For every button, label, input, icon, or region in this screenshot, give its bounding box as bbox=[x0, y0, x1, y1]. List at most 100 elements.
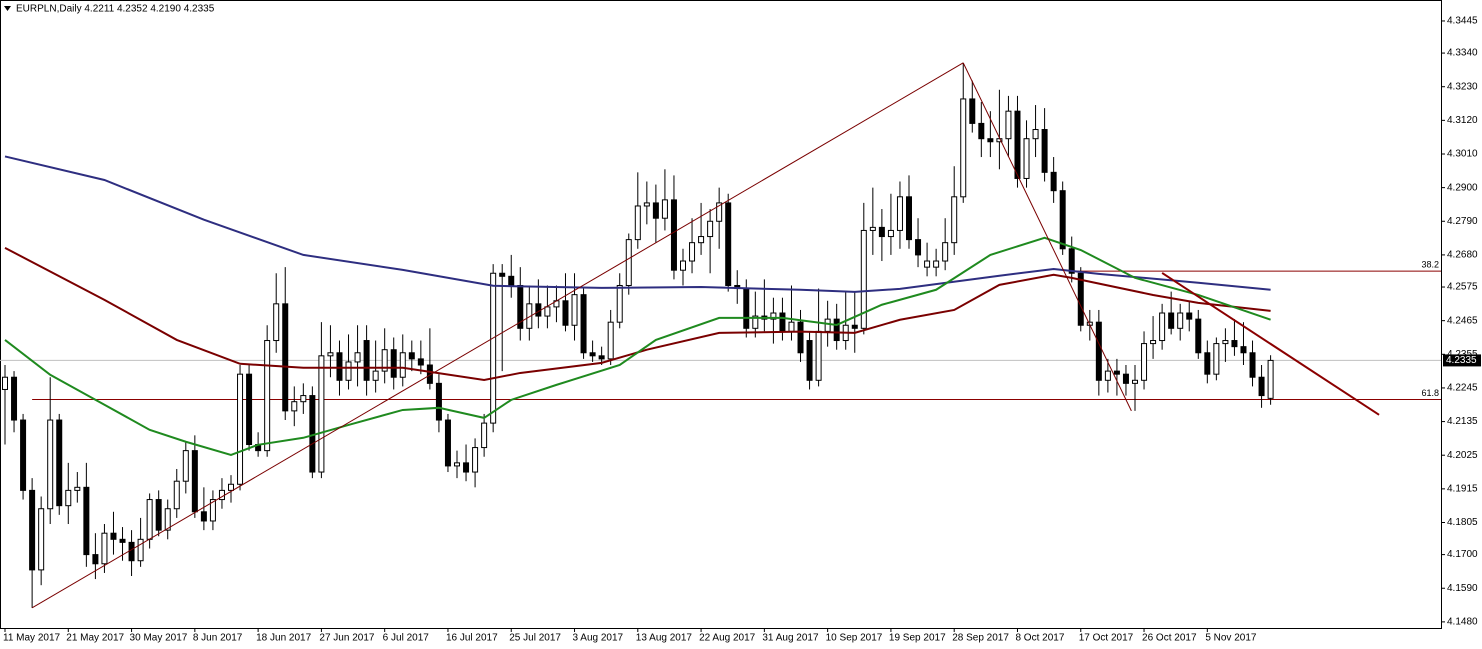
candle-body bbox=[896, 196, 903, 231]
candle-body bbox=[806, 340, 813, 381]
moving-average bbox=[4, 246, 1271, 381]
x-tick-label: 11 May 2017 bbox=[3, 633, 61, 644]
candle-body bbox=[634, 205, 641, 241]
candle-body bbox=[1195, 318, 1202, 354]
candle-body bbox=[182, 450, 189, 482]
candle-body bbox=[942, 242, 949, 262]
candle-body bbox=[83, 486, 90, 556]
candle-body bbox=[92, 554, 99, 565]
candle-body bbox=[119, 538, 126, 543]
candle-body bbox=[363, 340, 370, 381]
candle-body bbox=[670, 199, 677, 271]
candle-body bbox=[173, 480, 180, 510]
candle-body bbox=[47, 419, 54, 510]
candle-body bbox=[1077, 272, 1084, 326]
candle-body bbox=[336, 352, 343, 381]
candle-body bbox=[1122, 373, 1129, 384]
candle-body bbox=[815, 330, 822, 381]
candle-body bbox=[526, 303, 533, 329]
chart-title: EURPLN,Daily 4.2211 4.2352 4.2190 4.2335 bbox=[16, 4, 215, 15]
candle-body bbox=[725, 202, 732, 286]
candle-body bbox=[137, 538, 144, 562]
x-tick-label: 5 Nov 2017 bbox=[1205, 633, 1257, 644]
candle-body bbox=[878, 226, 885, 238]
candle-body bbox=[1258, 376, 1265, 397]
y-tick-label: 4.1480 bbox=[1447, 617, 1478, 628]
moving-average bbox=[4, 155, 1271, 293]
candle-body bbox=[101, 532, 108, 565]
y-tick-label: 4.3010 bbox=[1447, 149, 1478, 160]
candle-body bbox=[1104, 370, 1111, 381]
candle-body bbox=[707, 220, 714, 238]
last-price-label: 4.2335 bbox=[1446, 355, 1477, 366]
candle-body bbox=[969, 98, 976, 124]
candle-body bbox=[327, 352, 334, 357]
candle-body bbox=[851, 324, 858, 329]
candle-body bbox=[1068, 248, 1075, 274]
candle-body bbox=[797, 321, 804, 354]
y-tick-label: 4.1915 bbox=[1447, 483, 1478, 494]
x-tick-label: 10 Sep 2017 bbox=[826, 633, 883, 644]
candle-body bbox=[1041, 129, 1048, 173]
candle-body bbox=[29, 489, 36, 571]
candle-body bbox=[191, 450, 198, 513]
candle-body bbox=[716, 202, 723, 222]
candle-body bbox=[246, 373, 253, 446]
candle-body bbox=[915, 239, 922, 256]
fib-label: 38.2 bbox=[1421, 259, 1439, 269]
candle-body bbox=[1023, 138, 1030, 179]
candle-body bbox=[237, 373, 244, 485]
fib-label: 61.8 bbox=[1421, 388, 1439, 398]
x-tick-label: 26 Oct 2017 bbox=[1142, 633, 1197, 644]
candle-body bbox=[74, 486, 81, 491]
candle-body bbox=[318, 355, 325, 473]
candle-body bbox=[417, 358, 424, 366]
candle-body bbox=[562, 300, 569, 326]
candle-body bbox=[833, 318, 840, 342]
candle-body bbox=[200, 511, 207, 522]
candle-body bbox=[960, 98, 967, 198]
x-tick-label: 6 Jul 2017 bbox=[383, 633, 430, 644]
y-tick-label: 4.2025 bbox=[1447, 450, 1478, 461]
candle-body bbox=[1150, 340, 1157, 345]
candle-body bbox=[1240, 346, 1247, 354]
candle-body bbox=[752, 315, 759, 329]
y-tick-label: 4.2790 bbox=[1447, 216, 1478, 227]
candle-body bbox=[408, 352, 415, 360]
trendline bbox=[962, 62, 1132, 412]
candle-body bbox=[661, 199, 668, 219]
x-tick-label: 19 Sep 2017 bbox=[889, 633, 946, 644]
candle-body bbox=[291, 401, 298, 412]
candle-body bbox=[372, 370, 379, 381]
candle-body bbox=[1168, 312, 1175, 329]
y-tick-label: 4.1805 bbox=[1447, 517, 1478, 528]
trendline bbox=[31, 62, 964, 609]
x-tick-label: 21 May 2017 bbox=[66, 633, 124, 644]
candle-body bbox=[1222, 340, 1229, 345]
x-tick-label: 30 May 2017 bbox=[130, 633, 188, 644]
candle-body bbox=[1050, 171, 1057, 192]
candle-body bbox=[399, 352, 406, 378]
candle-body bbox=[20, 419, 27, 491]
candle-body bbox=[300, 395, 307, 403]
candle-body bbox=[571, 294, 578, 326]
x-tick-label: 3 Aug 2017 bbox=[573, 633, 624, 644]
candle-body bbox=[951, 196, 958, 244]
candle-body bbox=[743, 288, 750, 329]
y-tick-label: 4.1590 bbox=[1447, 583, 1478, 594]
candle-body bbox=[869, 226, 876, 231]
last-price-box bbox=[1443, 354, 1481, 367]
candle-body bbox=[1014, 110, 1021, 179]
candle-body bbox=[987, 138, 994, 143]
candle-body bbox=[1186, 312, 1193, 320]
candle-body bbox=[146, 499, 153, 540]
moving-average bbox=[4, 236, 1271, 456]
candle-body bbox=[228, 483, 234, 491]
candle-body bbox=[598, 355, 605, 360]
candle-body bbox=[607, 321, 614, 360]
y-tick-label: 4.3340 bbox=[1447, 48, 1478, 59]
x-tick-label: 28 Sep 2017 bbox=[952, 633, 1009, 644]
candle-body bbox=[110, 532, 117, 540]
